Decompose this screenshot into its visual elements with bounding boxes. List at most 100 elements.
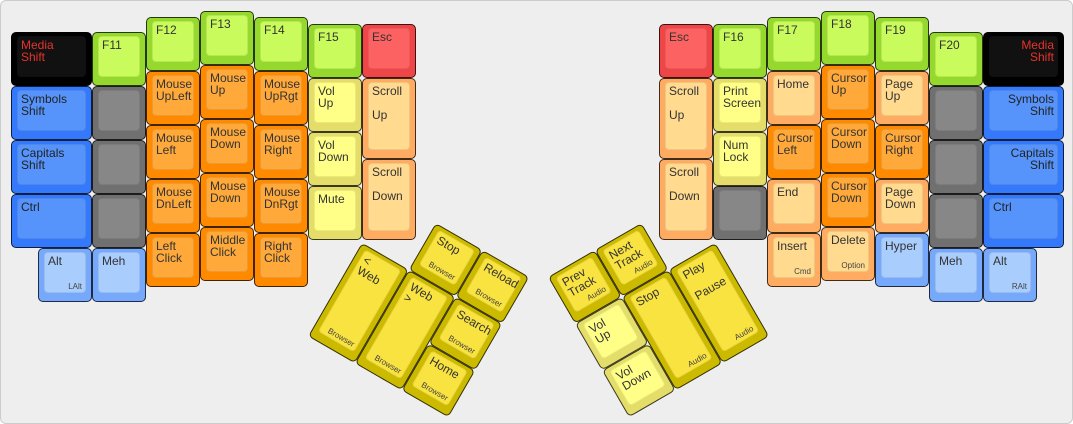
- key-mouse-dnleft[interactable]: Mouse DnLeft: [146, 179, 200, 233]
- key-cursor-down[interactable]: Cursor Down: [821, 173, 875, 227]
- key-middle-click[interactable]: Middle Click: [200, 227, 254, 281]
- key-f13[interactable]: F13: [200, 11, 254, 65]
- keycap: F19: [881, 21, 923, 62]
- key-alt[interactable]: Alt RAlt: [983, 248, 1037, 302]
- key-left-click[interactable]: Left Click: [146, 233, 200, 287]
- key-delete[interactable]: Delete Option: [821, 227, 875, 281]
- key-label: < Web: [354, 252, 383, 288]
- key-ctrl[interactable]: Ctrl: [983, 194, 1064, 248]
- key-label: Stop: [434, 233, 463, 258]
- keycap: Mouse DnRgt: [260, 183, 302, 224]
- key-mouse-left[interactable]: Mouse Left: [146, 125, 200, 179]
- key-mute[interactable]: Mute: [308, 186, 362, 240]
- key-blank[interactable]: [929, 140, 983, 194]
- key-symbols-shift[interactable]: Symbols Shift: [983, 86, 1064, 140]
- key-cursor-right[interactable]: Cursor Right: [875, 125, 929, 179]
- keycap: Middle Click: [206, 231, 248, 272]
- key-label: Mouse Down: [210, 125, 247, 151]
- key-cursor-left[interactable]: Cursor Left: [767, 125, 821, 179]
- key-right-click[interactable]: Right Click: [254, 233, 308, 287]
- key-label: F19: [885, 23, 906, 37]
- key-capitals-shift[interactable]: Capitals Shift: [983, 140, 1064, 194]
- key-vol-down[interactable]: Vol Down: [308, 132, 362, 186]
- key-vol-up[interactable]: Vol Up: [308, 78, 362, 132]
- key-label: End: [777, 185, 799, 199]
- keycap: F20: [935, 36, 977, 77]
- key-mouse-upleft[interactable]: Mouse UpLeft: [146, 71, 200, 125]
- key-hyper[interactable]: Hyper: [875, 233, 929, 287]
- key-scroll-up[interactable]: Scroll Up: [362, 78, 416, 159]
- key-label: Cursor Left: [777, 131, 814, 157]
- key-mouse-uprgt[interactable]: Mouse UpRgt: [254, 71, 308, 125]
- key-print-screen[interactable]: Print Screen: [713, 78, 767, 132]
- key-ctrl[interactable]: Ctrl: [11, 194, 92, 248]
- key-mouse-down[interactable]: Mouse Down: [200, 119, 254, 173]
- key-page-down[interactable]: Page Down: [875, 179, 929, 233]
- keycap: Ctrl: [17, 198, 86, 239]
- key-mouse-right[interactable]: Mouse Right: [254, 125, 308, 179]
- key-meh[interactable]: Meh: [929, 248, 983, 302]
- keycap: F17: [773, 21, 815, 62]
- key-blank[interactable]: [92, 140, 146, 194]
- key-capitals-shift[interactable]: Capitals Shift: [11, 140, 92, 194]
- keycap: Cursor Right: [881, 129, 923, 170]
- key-esc[interactable]: Esc: [659, 24, 713, 78]
- key-f17[interactable]: F17: [767, 17, 821, 71]
- key-label: Mouse DnLeft: [156, 185, 193, 211]
- key-label: Left Click: [156, 239, 182, 265]
- key-symbols-shift[interactable]: Symbols Shift: [11, 86, 92, 140]
- keycap: Home: [773, 75, 815, 116]
- key-label: Capitals Shift: [1010, 146, 1054, 172]
- key-media-shift[interactable]: Media Shift: [11, 32, 92, 86]
- key-label: Home: [777, 77, 810, 91]
- key-f20[interactable]: F20: [929, 32, 983, 86]
- key-scroll-down[interactable]: Scroll Down: [659, 159, 713, 240]
- keycap: Cursor Up: [827, 69, 869, 110]
- key-num-lock[interactable]: Num Lock: [713, 132, 767, 186]
- key-label: Mouse DnRgt: [264, 185, 301, 211]
- keycap: Symbols Shift: [17, 90, 86, 131]
- keycap: F16: [719, 28, 761, 69]
- key-home[interactable]: Home: [767, 71, 821, 125]
- key-insert[interactable]: Insert Cmd: [767, 233, 821, 287]
- key-scroll-up[interactable]: Scroll Up: [659, 78, 713, 159]
- key-mouse-down[interactable]: Mouse Down: [200, 173, 254, 227]
- key-end[interactable]: End: [767, 179, 821, 233]
- key-blank[interactable]: [92, 194, 146, 248]
- key-alt[interactable]: Alt LAlt: [38, 248, 92, 302]
- key-media-shift[interactable]: Media Shift: [983, 32, 1064, 86]
- key-label: Alt: [993, 254, 1008, 268]
- key-f12[interactable]: F12: [146, 17, 200, 71]
- key-f16[interactable]: F16: [713, 24, 767, 78]
- keycap: [98, 90, 140, 131]
- key-label: Scroll Up: [372, 84, 403, 122]
- key-f19[interactable]: F19: [875, 17, 929, 71]
- key-label: F16: [723, 30, 744, 44]
- key-f15[interactable]: F15: [308, 24, 362, 78]
- key-mouse-dnrgt[interactable]: Mouse DnRgt: [254, 179, 308, 233]
- key-scroll-down[interactable]: Scroll Down: [362, 159, 416, 240]
- keycap: Page Down: [881, 183, 923, 224]
- key-cursor-up[interactable]: Cursor Up: [821, 65, 875, 119]
- key-esc[interactable]: Esc: [362, 24, 416, 78]
- key-label: Print Screen: [723, 84, 762, 110]
- key-f14[interactable]: F14: [254, 17, 308, 71]
- key-label: Delete: [831, 233, 866, 247]
- keycap: Ctrl: [989, 198, 1058, 239]
- key-mouse-up[interactable]: Mouse Up: [200, 65, 254, 119]
- key-cursor-down[interactable]: Cursor Down: [821, 119, 875, 173]
- key-blank[interactable]: [929, 86, 983, 140]
- keycap: F15: [314, 28, 356, 69]
- key-blank[interactable]: [929, 194, 983, 248]
- key-f11[interactable]: F11: [92, 32, 146, 86]
- key-page-up[interactable]: Page Up: [875, 71, 929, 125]
- key-label: Mouse Down: [210, 179, 247, 205]
- keycap: Media Shift: [989, 36, 1058, 77]
- keycap: Mouse Up: [206, 69, 248, 110]
- key-meh[interactable]: Meh: [92, 248, 146, 302]
- key-blank[interactable]: [92, 86, 146, 140]
- key-label: Symbols Shift: [1007, 92, 1054, 118]
- key-blank[interactable]: [713, 186, 767, 240]
- keycap: Capitals Shift: [17, 144, 86, 185]
- key-f18[interactable]: F18: [821, 11, 875, 65]
